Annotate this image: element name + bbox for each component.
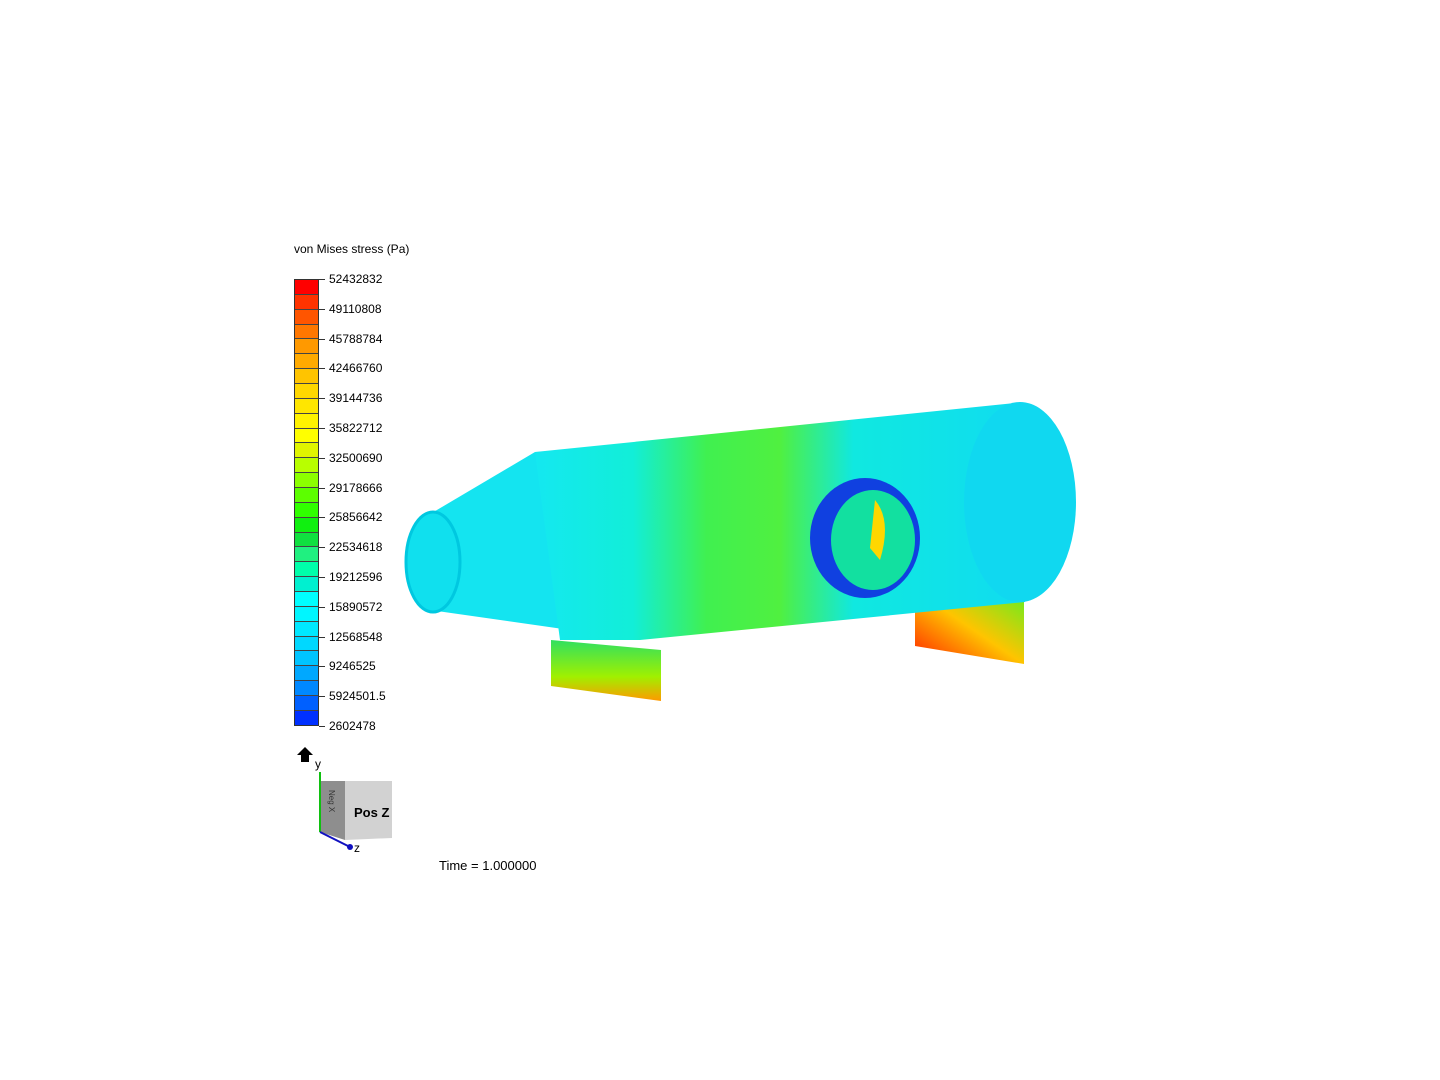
color-bar-tick [319,279,325,280]
color-bar-label: 19212596 [329,570,383,584]
color-bar-label: 49110808 [329,301,382,316]
color-band [295,458,318,474]
color-bar-label: 32500690 [329,450,383,465]
color-bar-label: 25856642 [329,510,383,525]
color-band [295,339,318,355]
color-bar-label: 22534618 [329,540,383,555]
color-band [295,309,318,325]
color-band [295,369,318,385]
color-bar-label: 42466760 [329,361,383,376]
color-band [295,413,318,429]
color-band [295,280,318,295]
color-bar [294,279,319,726]
nozzle-hot-spot [870,500,885,560]
cube-face[interactable] [345,781,392,840]
color-bar-label: 45788784 [329,331,383,346]
color-band [295,592,318,607]
home-icon[interactable] [297,747,313,762]
legend-title: von Mises stress (Pa) [294,242,410,256]
cube-face-label: Pos Z [354,805,389,820]
time-label: Time = 1.000000 [439,858,537,873]
color-band [295,651,318,667]
y-axis-label: y [315,757,321,771]
end-cap [964,402,1076,602]
color-bar-tick [319,517,325,519]
color-band [295,606,318,622]
color-band [295,384,318,399]
color-bar-label: 5924501.5 [329,689,386,704]
color-bar-tick [319,636,325,638]
color-band [295,666,318,682]
color-bar-tick [319,457,325,459]
color-band [295,324,318,340]
color-bar-tick [319,666,325,668]
color-bar-label: 35822712 [329,421,383,435]
color-band [295,502,318,518]
color-band [295,562,318,578]
color-band [295,473,318,489]
color-band [295,577,318,593]
color-bar-tick [319,487,325,489]
color-bar-label: 52432832 [329,272,383,286]
color-band [295,517,318,533]
color-bar-tick [319,606,325,608]
color-bar-label: 12568548 [329,629,383,644]
color-band [295,636,318,652]
color-band [295,547,318,563]
color-bar-tick [319,308,325,310]
color-bar-tick [319,428,325,429]
color-band [295,294,318,310]
color-bar-label: 39144736 [329,391,383,406]
color-bar-tick [319,547,325,549]
color-bar-tick [319,577,325,578]
z-axis-line [319,831,351,848]
color-band [295,696,318,711]
color-band [295,681,318,697]
color-band [295,621,318,637]
color-bar-tick [319,338,325,340]
cube-side-label: Neg X [327,790,336,813]
z-axis-dot [347,844,353,850]
color-band [295,428,318,444]
color-band [295,710,318,725]
color-band [295,532,318,548]
color-band [295,354,318,370]
color-bar-tick [319,696,325,698]
inlet-opening [404,510,462,614]
color-bar-label: 29178666 [329,480,383,495]
color-bar-tick [319,398,325,400]
color-bar-tick [319,368,325,370]
color-bar-tick [319,726,325,727]
color-bar-label: 2602478 [329,719,376,733]
left-support [551,640,661,701]
color-band [295,398,318,414]
color-bar-label: 15890572 [329,599,383,614]
color-band [295,443,318,459]
z-axis-label: z [354,841,360,855]
color-bar-label: 9246525 [329,659,376,674]
cube-side [320,781,345,840]
color-band [295,488,318,503]
